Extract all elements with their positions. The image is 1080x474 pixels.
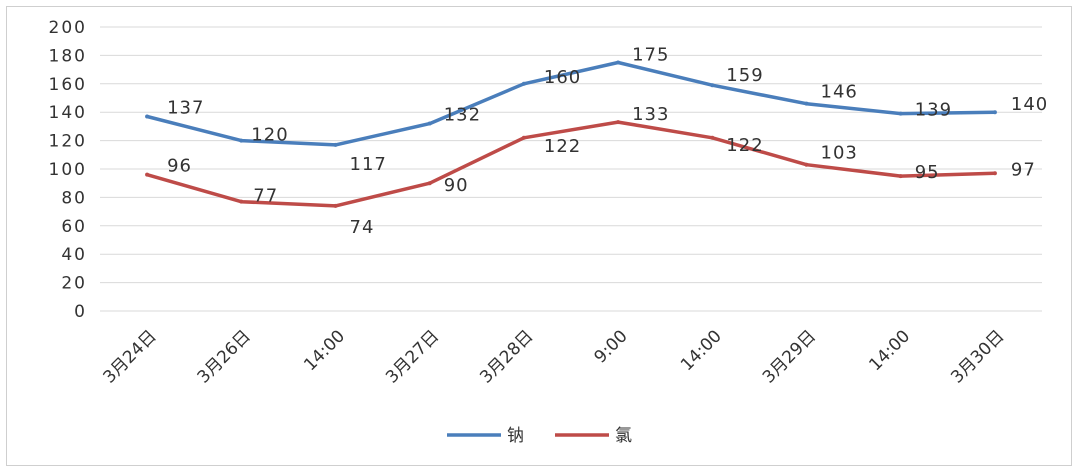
- line-chart: 0 20 40 60 80 100 120 140 160 180 200 3月24日 3月26日 14…: [49, 18, 1048, 446]
- legend: 钠氯: [447, 426, 632, 446]
- y-tick-label: 120: [49, 132, 87, 152]
- y-tick-label: 160: [49, 75, 87, 95]
- data-point: [992, 110, 997, 115]
- data-label: 97: [1011, 159, 1036, 180]
- data-point: [710, 135, 715, 140]
- data-point: [239, 199, 244, 204]
- data-label: 117: [350, 154, 387, 175]
- x-tick-label: 3月27日: [382, 326, 443, 387]
- legend-label: 氯: [615, 426, 632, 446]
- data-labels: 137 120 117 132 160 175 159 146 139 140 96 77 74 90 12…: [167, 45, 1048, 238]
- data-label: 74: [350, 217, 375, 238]
- x-axis-ticks: 3月24日 3月26日 14:00 3月27日 3月28日 9:00 14:00 3月29日 1…: [100, 326, 1009, 387]
- data-label: 77: [253, 186, 278, 207]
- y-tick-label: 100: [49, 160, 87, 180]
- data-point: [239, 138, 244, 143]
- data-point: [145, 114, 150, 119]
- series-lines: [145, 60, 997, 208]
- data-point: [427, 121, 432, 126]
- x-tick-label: 3月24日: [100, 326, 161, 387]
- data-point: [616, 120, 621, 125]
- data-label: 139: [915, 100, 952, 121]
- data-point: [616, 60, 621, 65]
- data-label: 146: [821, 82, 858, 103]
- x-tick-label: 14:00: [865, 326, 914, 375]
- data-point: [898, 111, 903, 116]
- x-tick-label: 14:00: [300, 326, 349, 375]
- data-point: [333, 142, 338, 147]
- data-label: 175: [632, 45, 669, 66]
- data-point: [521, 135, 526, 140]
- y-tick-label: 20: [61, 274, 87, 294]
- data-label: 103: [821, 143, 858, 164]
- data-point: [427, 181, 432, 186]
- data-point: [992, 171, 997, 176]
- data-point: [804, 101, 809, 106]
- data-label: 122: [544, 136, 581, 157]
- data-point: [898, 174, 903, 179]
- data-label: 133: [632, 104, 669, 125]
- y-tick-label: 0: [74, 302, 87, 322]
- x-tick-label: 3月30日: [947, 326, 1008, 387]
- data-point: [521, 81, 526, 86]
- y-tick-label: 140: [49, 103, 87, 123]
- x-tick-label: 14:00: [677, 326, 726, 375]
- x-tick-label: 3月26日: [194, 326, 255, 387]
- data-label: 140: [1011, 94, 1048, 115]
- data-label: 120: [251, 125, 288, 146]
- data-point: [145, 172, 150, 177]
- series-line-1: [145, 120, 997, 208]
- data-label: 160: [544, 67, 581, 88]
- series-line-0: [145, 60, 997, 147]
- data-point: [710, 83, 715, 88]
- y-axis-ticks: 0 20 40 60 80 100 120 140 160 180 200: [49, 18, 87, 322]
- data-label: 159: [726, 65, 763, 86]
- data-label: 137: [167, 97, 204, 118]
- data-label: 132: [444, 105, 481, 126]
- x-tick-label: 3月28日: [476, 326, 537, 387]
- data-label: 96: [167, 156, 192, 177]
- data-label: 95: [915, 162, 940, 183]
- chart-frame: 0 20 40 60 80 100 120 140 160 180 200 3月24日 3月26日 14…: [6, 6, 1072, 466]
- y-tick-label: 200: [49, 18, 87, 38]
- x-tick-label: 3月29日: [759, 326, 820, 387]
- data-point: [333, 203, 338, 208]
- legend-label: 钠: [507, 426, 524, 446]
- y-tick-label: 40: [61, 245, 87, 265]
- data-label: 122: [726, 135, 763, 156]
- data-label: 90: [444, 175, 469, 196]
- y-tick-label: 180: [49, 46, 87, 66]
- y-tick-label: 60: [61, 217, 87, 237]
- data-point: [804, 162, 809, 167]
- x-tick-label: 9:00: [590, 326, 631, 367]
- y-tick-label: 80: [61, 188, 87, 208]
